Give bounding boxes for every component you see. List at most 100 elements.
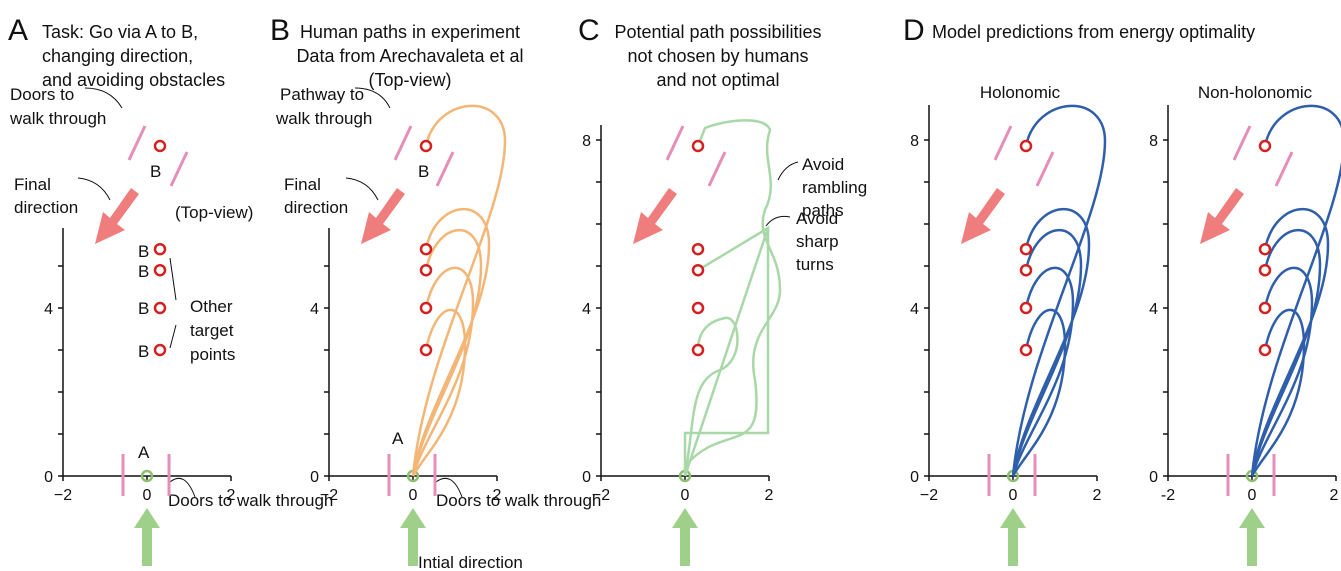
target-point	[419, 301, 433, 315]
annotation: B	[138, 342, 149, 361]
subplot-title: Non-holonomic	[1198, 83, 1313, 102]
target-point	[1258, 301, 1272, 315]
panel-letter: B	[270, 14, 290, 47]
target-point	[153, 301, 167, 315]
target-point	[1019, 242, 1033, 256]
annotation: direction	[284, 198, 348, 217]
target-point	[691, 263, 705, 277]
annotation-arrows	[77, 87, 799, 498]
annotation: Doors to walk through	[168, 491, 333, 510]
panel-letter: C	[578, 14, 600, 47]
panel-title: Model predictions from energy optimality	[932, 22, 1255, 42]
final-direction-arrow	[95, 188, 139, 244]
door	[1035, 151, 1055, 187]
annotation: Pathway to	[280, 85, 364, 104]
panel-title: Task: Go via A to B,	[42, 22, 198, 42]
target-point	[153, 263, 167, 277]
annotation: turns	[796, 255, 834, 274]
trajectory	[1250, 104, 1341, 477]
initial-direction-arrow	[134, 508, 160, 566]
annotation: sharp	[796, 232, 839, 251]
arrow	[777, 161, 799, 181]
door	[393, 125, 413, 161]
trajectory	[411, 228, 483, 477]
annotation: paths	[802, 201, 844, 220]
target-point	[1258, 242, 1272, 256]
target-point	[419, 242, 433, 256]
door	[707, 151, 727, 187]
final-direction-arrow	[361, 188, 405, 244]
door	[993, 125, 1013, 161]
trajectory	[411, 104, 507, 477]
target-point	[1019, 343, 1033, 357]
panel-title: and not optimal	[656, 70, 779, 90]
annotation: points	[190, 345, 235, 364]
x-tick-label: -2	[1161, 487, 1175, 504]
start-point	[140, 469, 154, 483]
initial-direction-arrow	[1000, 508, 1026, 566]
annotation: B	[150, 162, 161, 181]
annotation: Final	[14, 175, 51, 194]
x-tick-label: −2	[320, 487, 338, 504]
y-tick-label: 0	[1149, 469, 1158, 486]
target-point	[153, 343, 167, 357]
trajectory	[411, 207, 491, 477]
arrow	[169, 477, 196, 498]
y-tick-label: 4	[310, 301, 319, 318]
x-tick-label: 0	[1009, 487, 1018, 504]
target-point	[1258, 139, 1272, 153]
annotation: walk through	[275, 109, 372, 128]
panel-letter: D	[903, 14, 925, 47]
annotation: A	[392, 429, 404, 448]
annotation: A	[138, 443, 150, 462]
arrow	[345, 177, 379, 201]
y-tick-label: 4	[582, 301, 591, 318]
y-tick-label: 0	[44, 469, 53, 486]
door	[169, 151, 189, 187]
target-point	[153, 242, 167, 256]
arrow	[354, 87, 391, 109]
target-point	[1019, 139, 1033, 153]
x-tick-label: 0	[681, 487, 690, 504]
annotation: target	[190, 321, 234, 340]
alt-path	[683, 225, 770, 476]
target-point	[1019, 301, 1033, 315]
target-point	[691, 139, 705, 153]
target-point	[691, 301, 705, 315]
x-tick-label: −2	[920, 487, 938, 504]
annotation: direction	[14, 198, 78, 217]
annotation: Other	[190, 297, 233, 316]
y-tick-label: 4	[1149, 301, 1158, 318]
door	[1274, 151, 1294, 187]
x-tick-label: 0	[143, 487, 152, 504]
annotation: Intial direction	[418, 553, 523, 571]
final-direction-arrow	[1200, 188, 1244, 244]
trajectory	[1011, 104, 1107, 477]
annotation: Doors to walk through	[436, 491, 601, 510]
subplot-title: Holonomic	[980, 83, 1061, 102]
panel-title: (Top-view)	[368, 70, 451, 90]
arrow	[435, 477, 463, 498]
door	[435, 151, 455, 187]
x-tick-label: −2	[592, 487, 610, 504]
target-point	[153, 139, 167, 153]
panel-letter: A	[8, 14, 28, 47]
panel-title: changing direction,	[42, 46, 193, 66]
x-tick-label: 2	[765, 487, 774, 504]
final-direction-arrow	[961, 188, 1005, 244]
y-tick-label: 0	[582, 469, 591, 486]
panel-title: Data from Arechavaleta et al	[296, 46, 523, 66]
annotation: B	[138, 242, 149, 261]
target-point	[1258, 263, 1272, 277]
annotation: Final	[284, 175, 321, 194]
annotation: (Top-view)	[175, 203, 253, 222]
alt-path	[683, 227, 770, 477]
arrow	[77, 177, 111, 201]
target-point	[419, 139, 433, 153]
target-point	[419, 343, 433, 357]
door	[665, 125, 685, 161]
annotation: Avoid	[796, 209, 838, 228]
trajectory	[1250, 228, 1322, 477]
annotation: B	[418, 162, 429, 181]
x-tick-label: 2	[1330, 487, 1339, 504]
